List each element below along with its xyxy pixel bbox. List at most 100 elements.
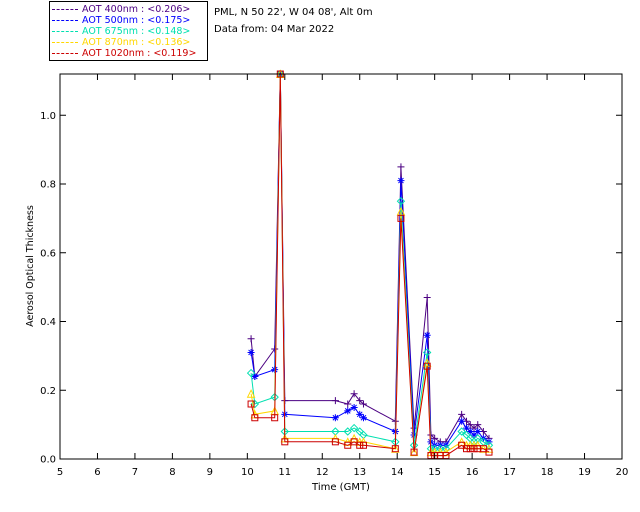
legend: AOT 400nm : <0.206> AOT 500nm : <0.175> … [49, 1, 208, 61]
x-tick-label: 7 [132, 467, 138, 478]
legend-swatch-400nm [52, 9, 78, 10]
station-info: PML, N 50 22', W 04 08', Alt 0m [214, 7, 373, 18]
data-point [344, 400, 352, 408]
data-point [466, 428, 474, 435]
legend-swatch-870nm [52, 42, 78, 43]
data-point [391, 445, 399, 453]
legend-label-500nm: AOT 500nm : <0.175> [82, 15, 191, 26]
data-point [422, 348, 432, 357]
data-point [470, 431, 478, 439]
series-4 [247, 70, 493, 460]
legend-item-1020nm: AOT 1020nm : <0.119> [52, 48, 196, 59]
data-point [350, 403, 358, 411]
data-point [396, 196, 406, 206]
data-point [349, 423, 359, 433]
data-point [470, 424, 478, 432]
data-point [466, 445, 474, 453]
data-point [247, 348, 255, 356]
x-tick-label: 11 [278, 467, 291, 478]
data-point [485, 448, 493, 456]
series-line [250, 73, 489, 453]
data-point [470, 445, 478, 453]
legend-item-500nm: AOT 500nm : <0.175> [52, 15, 190, 26]
data-point [246, 368, 256, 378]
data-point [343, 427, 352, 436]
y-tick-label: 0.6 [40, 248, 56, 259]
data-point [331, 414, 339, 422]
y-tick-label: 0.2 [40, 386, 56, 397]
data-point [271, 414, 279, 422]
data-point [356, 397, 364, 405]
data-point [457, 427, 466, 436]
legend-label-1020nm: AOT 1020nm : <0.119> [82, 48, 197, 59]
data-point [331, 397, 339, 405]
data-point [359, 400, 367, 408]
data-point [281, 438, 289, 446]
x-tick-label: 19 [578, 467, 591, 478]
x-tick-label: 6 [94, 467, 100, 478]
data-point [474, 428, 482, 435]
x-tick-label: 13 [353, 467, 366, 478]
x-tick-label: 15 [428, 467, 441, 478]
data-point [431, 434, 439, 442]
x-tick-label: 16 [466, 467, 479, 478]
legend-swatch-1020nm [52, 53, 78, 54]
data-point [246, 389, 256, 398]
x-tick-label: 18 [541, 467, 554, 478]
data-point [356, 441, 364, 449]
data-point [251, 373, 259, 380]
y-tick-label: 0.8 [40, 180, 56, 191]
legend-label-675nm: AOT 675nm : <0.148> [82, 26, 191, 37]
legend-swatch-675nm [52, 31, 78, 32]
data-point [247, 400, 255, 408]
y-axis-label: Aerosol Optical Thickness [25, 205, 36, 327]
x-axis-label: Time (GMT) [311, 482, 370, 493]
data-point [423, 293, 431, 301]
x-tick-label: 17 [503, 467, 516, 478]
x-tick-label: 20 [616, 467, 629, 478]
data-point [251, 414, 259, 422]
data-point [247, 335, 255, 343]
data-point [359, 441, 367, 449]
legend-item-675nm: AOT 675nm : <0.148> [52, 26, 190, 37]
data-point [423, 362, 431, 370]
data-point [331, 438, 339, 446]
y-tick-label: 0.4 [40, 317, 56, 328]
data-point [458, 417, 466, 425]
data-point [463, 445, 471, 453]
x-tick-label: 10 [241, 467, 254, 478]
legend-swatch-500nm [52, 20, 78, 21]
plot-frame [59, 73, 623, 460]
data-point [410, 448, 418, 456]
series-line [250, 73, 490, 443]
series-line [250, 73, 490, 450]
data-point [474, 421, 482, 429]
data-point [397, 177, 405, 185]
data-point [344, 407, 352, 415]
legend-item-870nm: AOT 870nm : <0.136> [52, 37, 190, 48]
legend-item-400nm: AOT 400nm : <0.206> [52, 4, 190, 15]
x-tick-label: 14 [391, 467, 404, 478]
data-point [359, 414, 367, 422]
data-point [350, 390, 358, 398]
data-point [466, 421, 474, 429]
data-point [356, 410, 364, 418]
y-tick-label: 0.0 [40, 455, 56, 466]
series-line [250, 73, 490, 457]
data-point [423, 331, 431, 339]
x-tick-label: 5 [57, 467, 63, 478]
series-line [250, 73, 490, 446]
data-point [458, 410, 466, 418]
date-info: Data from: 04 Mar 2022 [214, 24, 335, 35]
y-tick-label: 1.0 [40, 111, 56, 122]
data-point [397, 214, 405, 222]
x-tick-label: 8 [169, 467, 175, 478]
data-point [410, 431, 418, 439]
x-tick-label: 9 [207, 467, 213, 478]
x-tick-label: 12 [316, 467, 329, 478]
legend-label-870nm: AOT 870nm : <0.136> [82, 37, 191, 48]
legend-label-400nm: AOT 400nm : <0.206> [82, 4, 191, 15]
data-point [463, 424, 471, 432]
data-point [397, 163, 405, 171]
